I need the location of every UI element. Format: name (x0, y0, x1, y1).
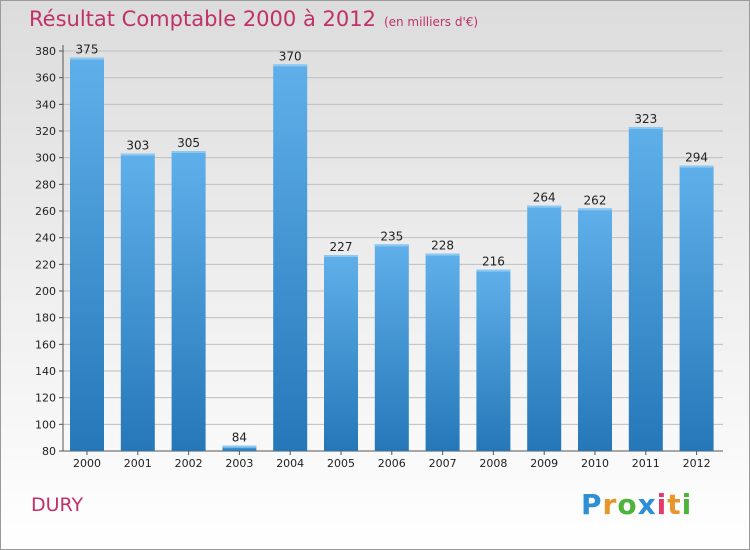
y-tick-label: 220 (35, 258, 56, 271)
bar-2002 (171, 151, 206, 451)
bar-top-edge (120, 153, 155, 156)
x-tick-label: 2011 (632, 457, 660, 470)
logo-letter: o (617, 488, 638, 521)
bar-2010 (578, 208, 612, 451)
x-tick-label: 2012 (683, 457, 711, 470)
x-tick-label: 2000 (73, 457, 101, 470)
y-tick-label: 180 (35, 312, 56, 325)
bar-2005 (324, 255, 358, 451)
y-tick-label: 340 (35, 98, 56, 111)
bar-top-edge (425, 253, 460, 256)
bars (70, 57, 714, 452)
bar-value-label: 84 (232, 431, 247, 445)
bar-value-label: 305 (177, 136, 200, 150)
bar-value-label: 370 (279, 49, 302, 63)
bar-value-label: 228 (431, 239, 454, 253)
y-tick-label: 100 (35, 418, 56, 431)
chart-subtitle: (en milliers d'€) (383, 15, 479, 29)
logo-letter: x (637, 488, 657, 521)
chart-title-text: Résultat Comptable 2000 à 2012 (29, 7, 376, 31)
bar-value-label: 227 (330, 240, 353, 254)
bar-value-label: 216 (482, 255, 505, 269)
bar-top-edge (171, 151, 206, 153)
logo-letter: i (681, 488, 693, 521)
commune-name: DURY (31, 494, 84, 516)
bar-2001 (120, 153, 155, 451)
bar-2003 (222, 445, 257, 451)
bar-top-edge (578, 208, 612, 211)
bar-2011 (628, 127, 663, 451)
bar-2009 (527, 205, 562, 451)
x-tick-label: 2005 (327, 457, 355, 470)
x-tick-label: 2002 (175, 457, 203, 470)
x-tick-label: 2001 (124, 457, 152, 470)
x-tick-labels: 2000 2001 2002 2003 2004 2005 2006 2007 2008 2009… (73, 457, 711, 470)
proxiti-logo: Proxiti (581, 488, 692, 521)
y-tick-label: 200 (35, 285, 56, 298)
bar-top-edge (679, 165, 714, 168)
bar-top-edge (70, 57, 104, 60)
bar-top-edge (324, 255, 358, 257)
y-tick-label: 360 (35, 72, 56, 85)
y-tick-label: 260 (35, 205, 56, 218)
bar-2012 (679, 165, 714, 451)
x-tick-label: 2006 (378, 457, 406, 470)
bar-value-label: 264 (533, 191, 556, 205)
x-tick-label: 2009 (530, 457, 558, 470)
bar-2008 (476, 269, 511, 451)
y-tick-label: 120 (35, 392, 56, 405)
bar-value-label: 323 (634, 112, 657, 126)
bar-2007 (425, 253, 460, 451)
logo-letter: i (656, 488, 668, 521)
logo-letter: P (581, 488, 603, 521)
x-tick-label: 2004 (276, 457, 304, 470)
y-tick-label: 320 (35, 125, 56, 138)
logo-letter: t (667, 488, 682, 521)
y-tick-label: 240 (35, 232, 56, 245)
y-tick-label: 80 (42, 445, 56, 458)
x-tick-label: 2010 (581, 457, 609, 470)
x-tick-label: 2003 (225, 457, 253, 470)
bar-value-label: 262 (584, 193, 607, 207)
bar-value-label: 375 (76, 43, 99, 57)
bar-top-edge (628, 127, 663, 129)
bar-value-label: 294 (685, 151, 708, 165)
y-tick-label: 280 (35, 178, 56, 191)
bar-2000 (70, 57, 104, 452)
bar-top-edge (374, 244, 409, 247)
bar-value-label: 303 (126, 139, 149, 153)
bar-value-labels: 375 303 305 84 370 227 235 228 216 264 262 323 294 (76, 43, 709, 445)
x-tick-label: 2007 (429, 457, 457, 470)
y-tick-label: 300 (35, 152, 56, 165)
logo-letter: r (602, 488, 618, 521)
bar-value-label: 235 (380, 229, 403, 243)
chart-title: Résultat Comptable 2000 à 2012 (en millie… (29, 7, 478, 31)
bar-top-edge (222, 445, 257, 448)
y-tick-label: 140 (35, 365, 56, 378)
bar-2006 (374, 244, 409, 451)
x-tick-label: 2008 (479, 457, 507, 470)
bar-top-edge (273, 64, 308, 67)
bar-top-edge (476, 269, 511, 272)
bar-top-edge (527, 205, 562, 208)
bar-2004 (273, 64, 308, 452)
y-tick-label: 160 (35, 338, 56, 351)
y-tick-labels: 80 100 120 140 160 180 200 220 240 260 280 300 320 34… (35, 45, 56, 458)
y-tick-label: 380 (35, 45, 56, 58)
